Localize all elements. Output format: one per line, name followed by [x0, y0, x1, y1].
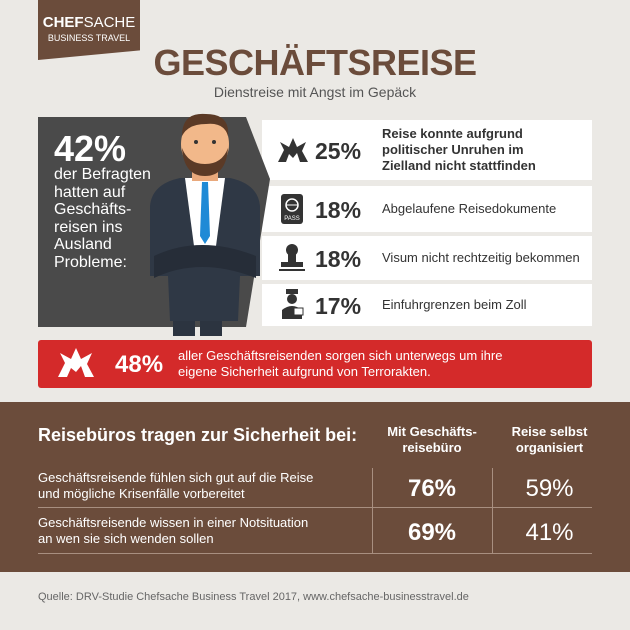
businessman-illustration [150, 113, 260, 336]
problem-row: PASS 18% Abgelaufene Reisedokumente [262, 186, 592, 232]
text-line: Geschäftsreisende fühlen sich gut auf di… [38, 470, 314, 485]
text-line: der Befragten [54, 166, 151, 183]
cell-value: 69% [407, 519, 457, 546]
text-line: Geschäftsreisende wissen in einer Notsit… [38, 515, 309, 530]
subtitle: Dienstreise mit Angst im Gepäck [213, 84, 417, 100]
summary-text: der Befragten hatten auf Geschäfts- reis… [54, 166, 151, 271]
row-label: Geschäftsreisende wissen in einer Notsit… [38, 515, 308, 547]
problem-value: 18% [315, 197, 362, 223]
summary-value: 42% [54, 128, 127, 169]
text-line: Einfuhrgrenzen beim Zoll [382, 297, 527, 312]
row-label: Geschäftsreisende fühlen sich gut auf di… [38, 470, 313, 502]
text-line: an wen sie sich wenden sollen [38, 531, 214, 546]
text-line: Reise selbst [511, 424, 588, 439]
table-title: Reisebüros tragen zur Sicherheit bei: [38, 425, 358, 445]
column-header: Mit Geschäfts- reisebüro [372, 424, 492, 456]
text-line: Visum nicht rechtzeitig bekommen [382, 250, 580, 265]
alert-banner: 48% aller Geschäftsreisenden sorgen sich… [38, 340, 592, 388]
logo: CHEFSACHE BUSINESS TRAVEL [38, 0, 140, 60]
logo-light: SACHE [83, 14, 136, 31]
column-header: Reise selbst organisiert [492, 424, 607, 456]
cell-value: 41% [525, 519, 574, 546]
problem-row: 18% Visum nicht rechtzeitig bekommen [262, 236, 592, 280]
alert-text: aller Geschäftsreisenden sorgen sich unt… [178, 348, 502, 380]
divider [38, 507, 592, 508]
icon-explosion [58, 348, 94, 377]
text-line: Ausland [54, 236, 112, 253]
icon-stamp [279, 244, 305, 271]
source: Quelle: DRV-Studie Chefsache Business Tr… [38, 591, 469, 603]
problem-value: 18% [315, 246, 362, 272]
problem-text: Reise konnte aufgrund politischer Unruhe… [382, 126, 536, 174]
problem-value: 17% [315, 293, 362, 319]
problem-text: Visum nicht rechtzeitig bekommen [382, 250, 580, 266]
table-section: Reisebüros tragen zur Sicherheit bei: Mi… [0, 402, 630, 572]
problem-row: 17% Einfuhrgrenzen beim Zoll [262, 284, 592, 326]
text-line: Reise konnte aufgrund [382, 126, 523, 141]
text-line: Probleme: [54, 253, 127, 271]
problem-text: Abgelaufene Reisedokumente [382, 201, 556, 217]
icon-explosion [278, 138, 308, 162]
text-line: reisebüro [402, 440, 462, 455]
text-line: aller Geschäftsreisenden sorgen sich unt… [178, 348, 503, 363]
text-line: Geschäfts- [54, 201, 132, 218]
cell-value: 59% [525, 475, 574, 502]
logo-tagline: BUSINESS TRAVEL [47, 33, 131, 43]
svg-text:PASS: PASS [284, 216, 300, 222]
alert-value: 48% [115, 351, 164, 378]
title: GESCHÄFTSREISE [153, 42, 477, 83]
text-line: und mögliche Krisenfälle vorbereitet [38, 486, 245, 501]
icon-customs [282, 289, 304, 319]
logo-bold: CHEF [42, 14, 84, 31]
problem-value: 25% [315, 138, 362, 164]
problem-row: 25% Reise konnte aufgrund politischer Un… [262, 120, 592, 180]
text-line: eigene Sicherheit aufgrund von Terrorakt… [178, 364, 431, 379]
problem-text: Einfuhrgrenzen beim Zoll [382, 297, 527, 313]
icon-passport: PASS [281, 194, 303, 224]
text-line: organisiert [515, 440, 584, 455]
cell-value: 76% [407, 475, 457, 502]
text-line: Zielland nicht stattfinden [382, 158, 536, 173]
text-line: politischer Unruhen im [382, 142, 524, 157]
divider [38, 553, 592, 554]
text-line: reisen ins [54, 218, 123, 236]
divider [372, 468, 373, 554]
text-line: Mit Geschäfts- [387, 424, 477, 439]
text-line: hatten auf [54, 183, 126, 201]
text-line: Abgelaufene Reisedokumente [382, 201, 557, 216]
divider [492, 468, 493, 554]
